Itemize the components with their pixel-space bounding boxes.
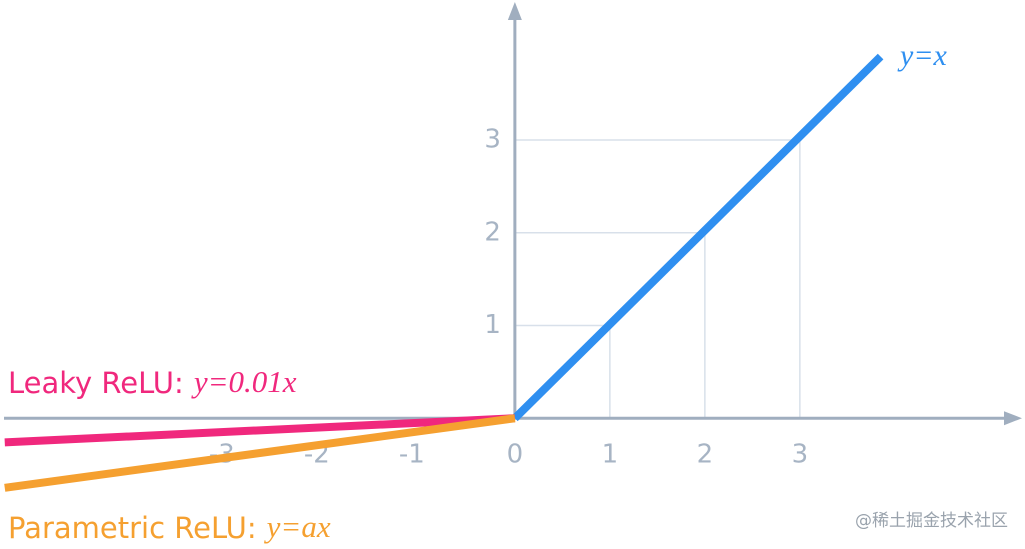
x-tick-label: 1 [602,440,619,470]
x-tick-label: -1 [399,440,425,470]
x-tick-label: 0 [507,440,524,470]
x-axis-arrow [1004,411,1022,426]
watermark: @稀土掘金技术社区 [855,511,1008,531]
y-tick-label: 1 [484,310,501,340]
y-tick-label: 2 [484,217,501,247]
series-formula: y=0.01x [191,364,297,399]
series-line [512,53,884,422]
x-tick-label: 3 [792,440,809,470]
series-name: Parametric ReLU: [8,511,257,545]
series-label: y=x [897,39,948,72]
y-axis-arrow [507,2,522,20]
series-formula: y=ax [264,509,331,544]
y-tick-label: 3 [484,125,501,155]
series-line [4,414,516,492]
series-label: Parametric ReLU: y=ax [8,509,331,545]
x-tick-label: 2 [697,440,714,470]
series-name: Leaky ReLU: [8,366,184,400]
series-line [4,414,516,447]
series-label: Leaky ReLU: y=0.01x [8,364,297,400]
